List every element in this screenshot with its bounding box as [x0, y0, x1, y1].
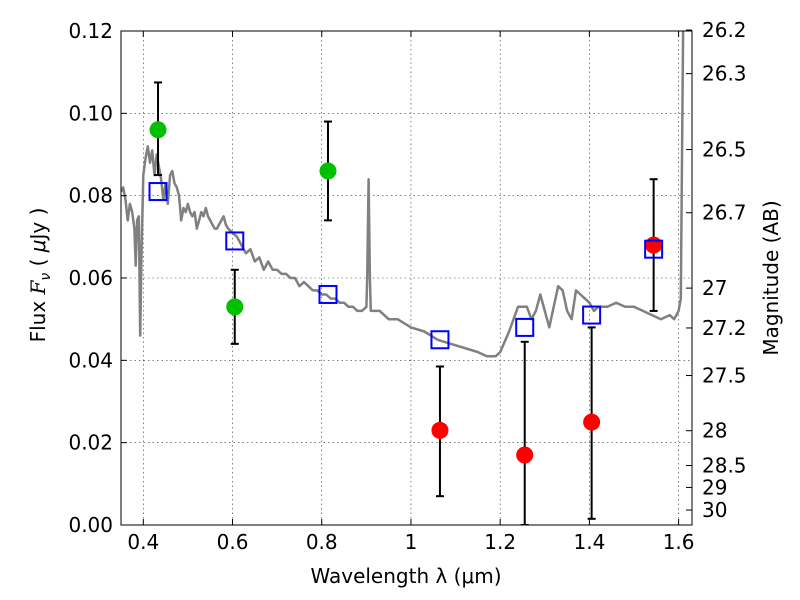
mag-tick-label: 27: [702, 276, 727, 300]
model-photometry-square: [644, 239, 664, 259]
spectrum-line: [121, 31, 685, 358]
detection-point: [149, 121, 167, 139]
x-tick-label: 0.8: [306, 530, 338, 554]
y-tick-label: 0.12: [68, 19, 113, 43]
mag-tick-label: 26.3: [702, 62, 747, 86]
low-significance-point: [516, 446, 534, 464]
mag-tick-label: 30: [702, 498, 727, 522]
x-tick-label: 1.4: [573, 530, 605, 554]
x-tick-label: 0.4: [127, 530, 159, 554]
y-axis-label: Flux Fν ( μJy ): [26, 208, 54, 343]
y2-axis-label: Magnitude (AB): [759, 200, 783, 355]
mag-tick-label: 28: [702, 419, 727, 443]
x-tick-label: 1: [405, 530, 418, 554]
grid-layer: [121, 30, 692, 526]
tick-layer: 0.4 0.6 0.8 1 1.2 1.4 1.6 0.00 0.02 0.04 0.06 0.08 0…: [68, 18, 746, 554]
detection-point: [226, 298, 244, 316]
y-axis-label-mu: μ: [26, 239, 50, 253]
y-axis-label-nu: ν: [38, 273, 54, 281]
mag-tick-label: 26.5: [702, 138, 747, 162]
model-photometry-square: [318, 284, 338, 304]
y-tick-label: 0.00: [68, 513, 113, 537]
x-axis-label: Wavelength λ (μm): [310, 564, 501, 588]
mag-tick-label: 27.2: [702, 316, 747, 340]
mag-tick-label: 28.5: [702, 453, 747, 477]
model-photometry-square: [148, 182, 168, 202]
y-tick-label: 0.04: [68, 348, 113, 372]
y-tick-label: 0.08: [68, 184, 113, 208]
low-significance-point: [583, 413, 601, 431]
mag-tick-label: 26.2: [702, 18, 747, 42]
x-tick-label: 1.2: [484, 530, 516, 554]
data-layer: [121, 31, 685, 525]
model-photometry-square: [430, 330, 450, 350]
low-significance-point: [431, 421, 449, 439]
y-tick-label: 0.02: [68, 431, 113, 455]
y-axis-label-unit: Jy ): [26, 208, 50, 242]
y-axis-label-paren: (: [26, 252, 50, 273]
y-axis-label-f: F: [26, 279, 50, 295]
mag-tick-label: 26.7: [702, 201, 747, 225]
y-tick-label: 0.10: [68, 101, 113, 125]
detection-point: [319, 162, 337, 180]
x-tick-label: 0.6: [217, 530, 249, 554]
y-axis-label-flux: Flux: [26, 294, 50, 342]
x-tick-label: 1.6: [663, 530, 695, 554]
mag-tick-label: 27.5: [702, 364, 747, 388]
y-tick-label: 0.06: [68, 266, 113, 290]
low-significance-point: [645, 236, 663, 254]
model-photometry-square: [582, 305, 602, 325]
model-photometry-square: [225, 231, 245, 251]
model-photometry-square: [515, 317, 535, 337]
mag-tick-label: 29: [702, 475, 727, 499]
